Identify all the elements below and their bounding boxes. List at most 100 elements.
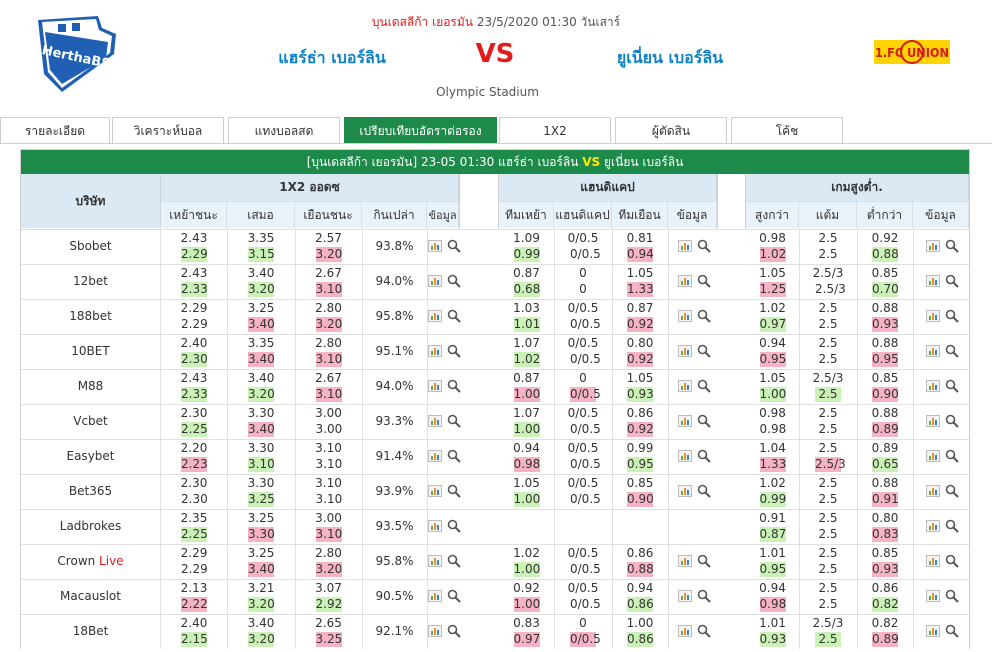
bar-chart-icon[interactable] <box>428 380 442 392</box>
bar-chart-icon[interactable] <box>677 345 692 357</box>
company-name[interactable]: Bet365 <box>21 474 161 509</box>
bar-chart-icon[interactable] <box>428 485 442 497</box>
magnifier-icon[interactable] <box>447 519 461 533</box>
magnifier-icon[interactable] <box>945 274 959 288</box>
company-name[interactable]: 18Bet <box>21 614 161 649</box>
tab-1x2[interactable]: 1X2 <box>499 117 611 144</box>
magnifier-icon[interactable] <box>697 449 711 463</box>
magnifier-icon[interactable] <box>697 239 711 253</box>
bar-chart-icon[interactable] <box>428 555 442 567</box>
magnifier-icon[interactable] <box>697 554 711 568</box>
magnifier-icon[interactable] <box>697 379 711 393</box>
bar-chart-icon[interactable] <box>428 415 442 427</box>
magnifier-icon[interactable] <box>945 484 959 498</box>
magnifier-icon[interactable] <box>447 239 461 253</box>
company-name[interactable]: Ladbrokes <box>21 509 161 544</box>
bar-chart-icon[interactable] <box>677 625 692 637</box>
bar-chart-icon[interactable] <box>428 275 442 287</box>
away-team-name[interactable]: ยูเนี่ยน เบอร์ลิน <box>616 48 724 67</box>
company-name[interactable]: 12bet <box>21 264 161 299</box>
company-name[interactable]: 10BET <box>21 334 161 369</box>
bar-chart-icon[interactable] <box>926 625 940 637</box>
bar-chart-icon[interactable] <box>677 415 692 427</box>
bar-chart-icon[interactable] <box>926 520 940 532</box>
magnifier-icon[interactable] <box>447 414 461 428</box>
bar-chart-icon[interactable] <box>428 240 442 252</box>
company-name[interactable]: Easybet <box>21 439 161 474</box>
bar-chart-icon[interactable] <box>428 520 442 532</box>
bar-chart-icon[interactable] <box>677 380 692 392</box>
tab-coach[interactable]: โค้ช <box>731 117 843 144</box>
magnifier-icon[interactable] <box>945 344 959 358</box>
bar-chart-icon[interactable] <box>926 555 940 567</box>
handicap-live-odds: 1.00 <box>513 492 541 507</box>
bar-chart-icon[interactable] <box>677 485 692 497</box>
bar-chart-icon[interactable] <box>677 275 692 287</box>
company-name[interactable]: 188bet <box>21 299 161 334</box>
company-name[interactable]: Macauslot <box>21 579 161 614</box>
magnifier-icon[interactable] <box>447 379 461 393</box>
tab-analysis[interactable]: วิเคราะห์บอล <box>112 117 224 144</box>
magnifier-icon[interactable] <box>447 554 461 568</box>
company-name[interactable]: Sbobet <box>21 229 161 264</box>
magnifier-icon[interactable] <box>945 519 959 533</box>
grid-line <box>227 229 228 649</box>
magnifier-icon[interactable] <box>447 344 461 358</box>
magnifier-icon[interactable] <box>945 449 959 463</box>
magnifier-icon[interactable] <box>447 449 461 463</box>
bar-chart-icon[interactable] <box>926 380 940 392</box>
bar-chart-icon[interactable] <box>926 590 940 602</box>
bar-chart-icon[interactable] <box>926 345 940 357</box>
bar-chart-icon[interactable] <box>926 450 940 462</box>
tab-live-betting[interactable]: แทงบอลสด <box>228 117 340 144</box>
bar-chart-icon[interactable] <box>428 590 442 602</box>
home-team-name[interactable]: แฮร์ธ่า เบอร์ลิน <box>278 48 386 67</box>
bar-chart-icon[interactable] <box>926 485 940 497</box>
magnifier-icon[interactable] <box>447 589 461 603</box>
magnifier-icon[interactable] <box>697 589 711 603</box>
bar-chart-icon[interactable] <box>677 590 692 602</box>
magnifier-icon[interactable] <box>945 379 959 393</box>
bar-chart-icon[interactable] <box>926 310 940 322</box>
magnifier-icon[interactable] <box>945 309 959 323</box>
1x2-live-odds: 2.29 <box>181 562 208 576</box>
magnifier-icon[interactable] <box>697 309 711 323</box>
company-name[interactable]: M88 <box>21 369 161 404</box>
bar-chart-icon[interactable] <box>677 310 692 322</box>
company-name[interactable]: Crown Live <box>21 544 161 579</box>
magnifier-icon[interactable] <box>945 554 959 568</box>
bar-chart-icon[interactable] <box>677 240 692 252</box>
tab-odds-comparison[interactable]: เปรียบเทียบอัตราต่อรอง <box>344 117 497 144</box>
magnifier-icon[interactable] <box>697 414 711 428</box>
bar-chart-icon[interactable] <box>428 450 442 462</box>
magnifier-icon[interactable] <box>697 344 711 358</box>
bar-chart-icon[interactable] <box>428 625 442 637</box>
magnifier-icon[interactable] <box>697 484 711 498</box>
magnifier-icon[interactable] <box>697 274 711 288</box>
magnifier-icon[interactable] <box>447 309 461 323</box>
tab-referee[interactable]: ผู้ตัดสิน <box>615 117 727 144</box>
over-under-opening-odds: 2.5/3 <box>812 266 844 280</box>
over-under-live-odds: 0.89 <box>872 422 899 437</box>
bar-chart-icon[interactable] <box>677 450 692 462</box>
magnifier-icon[interactable] <box>945 624 959 638</box>
tab-details[interactable]: รายละเอียด <box>0 117 110 144</box>
bar-chart-icon[interactable] <box>428 345 442 357</box>
bar-chart-icon[interactable] <box>926 240 940 252</box>
magnifier-icon[interactable] <box>945 414 959 428</box>
bar-chart-icon[interactable] <box>428 310 442 322</box>
magnifier-icon[interactable] <box>945 589 959 603</box>
bar-chart-icon[interactable] <box>677 555 692 567</box>
magnifier-icon[interactable] <box>447 274 461 288</box>
magnifier-icon[interactable] <box>447 624 461 638</box>
col-points: แต้ม <box>799 201 857 228</box>
handicap-opening-odds: 1.03 <box>513 301 540 315</box>
company-name[interactable]: Vcbet <box>21 404 161 439</box>
magnifier-icon[interactable] <box>697 624 711 638</box>
magnifier-icon[interactable] <box>447 484 461 498</box>
over-under-opening-odds: 0.92 <box>871 231 899 245</box>
bar-chart-icon[interactable] <box>926 275 940 287</box>
bar-chart-icon[interactable] <box>926 415 940 427</box>
handicap-opening-odds: 1.05 <box>626 266 654 280</box>
magnifier-icon[interactable] <box>945 239 959 253</box>
